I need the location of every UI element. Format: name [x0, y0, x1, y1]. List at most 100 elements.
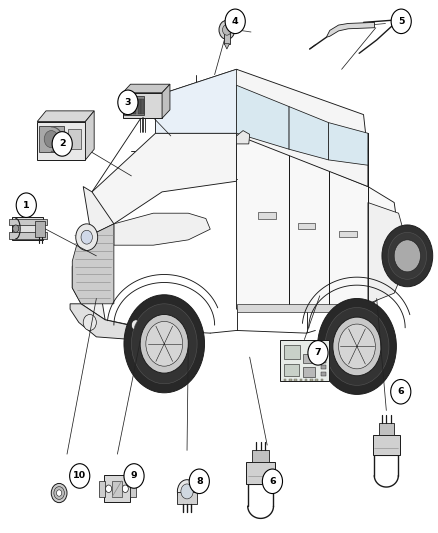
- Polygon shape: [224, 44, 230, 49]
- Bar: [9, 219, 47, 225]
- Circle shape: [124, 295, 205, 393]
- Polygon shape: [289, 107, 328, 160]
- Polygon shape: [155, 69, 237, 133]
- Bar: [252, 450, 269, 463]
- Polygon shape: [237, 131, 250, 144]
- Bar: [305, 379, 307, 381]
- Bar: [303, 354, 314, 363]
- Circle shape: [54, 487, 64, 499]
- Polygon shape: [237, 304, 368, 312]
- Polygon shape: [123, 84, 170, 93]
- Circle shape: [325, 308, 389, 385]
- Circle shape: [391, 9, 411, 34]
- Bar: [321, 372, 326, 376]
- Polygon shape: [114, 213, 210, 245]
- Polygon shape: [328, 123, 368, 165]
- Circle shape: [122, 485, 128, 492]
- Bar: [300, 379, 302, 381]
- Bar: [224, 30, 230, 44]
- Bar: [321, 365, 326, 369]
- Circle shape: [131, 320, 140, 330]
- Circle shape: [189, 469, 209, 494]
- Bar: [321, 346, 326, 350]
- Polygon shape: [280, 340, 328, 381]
- Circle shape: [219, 20, 235, 39]
- Polygon shape: [326, 22, 374, 37]
- Bar: [39, 126, 64, 152]
- Bar: [315, 379, 318, 381]
- Circle shape: [13, 225, 19, 232]
- Bar: [294, 379, 297, 381]
- Text: 1: 1: [23, 201, 30, 209]
- Circle shape: [51, 483, 67, 503]
- Text: 5: 5: [398, 17, 404, 26]
- Circle shape: [394, 240, 420, 272]
- Bar: [284, 364, 299, 376]
- Circle shape: [382, 225, 433, 287]
- Circle shape: [339, 324, 375, 369]
- Circle shape: [44, 131, 58, 148]
- Circle shape: [146, 321, 183, 366]
- Bar: [68, 129, 81, 149]
- Polygon shape: [162, 84, 170, 118]
- Circle shape: [140, 314, 188, 373]
- Circle shape: [333, 317, 381, 376]
- Circle shape: [124, 464, 144, 488]
- Bar: [99, 481, 105, 497]
- Polygon shape: [237, 85, 289, 149]
- Bar: [246, 463, 276, 484]
- Polygon shape: [37, 111, 94, 122]
- Circle shape: [388, 232, 427, 279]
- Circle shape: [181, 484, 193, 499]
- Circle shape: [83, 314, 96, 330]
- Text: 2: 2: [59, 140, 66, 148]
- Polygon shape: [70, 304, 153, 341]
- Bar: [339, 231, 357, 237]
- Text: 4: 4: [232, 17, 239, 26]
- Text: 6: 6: [397, 387, 404, 396]
- Text: 10: 10: [73, 472, 86, 480]
- Circle shape: [131, 93, 135, 99]
- Text: 6: 6: [269, 477, 276, 486]
- Circle shape: [106, 485, 112, 492]
- Bar: [35, 221, 45, 237]
- Circle shape: [391, 379, 411, 404]
- Circle shape: [118, 90, 138, 115]
- Bar: [258, 212, 276, 219]
- Text: 7: 7: [314, 349, 321, 357]
- Circle shape: [16, 193, 36, 217]
- Bar: [298, 223, 315, 229]
- Bar: [129, 99, 132, 114]
- Text: 8: 8: [196, 477, 203, 486]
- Circle shape: [308, 341, 328, 365]
- Circle shape: [225, 9, 245, 34]
- Bar: [289, 379, 292, 381]
- Circle shape: [177, 480, 197, 503]
- Polygon shape: [237, 133, 399, 309]
- Bar: [378, 423, 394, 435]
- Bar: [321, 352, 326, 357]
- Circle shape: [57, 490, 62, 496]
- Bar: [37, 122, 85, 160]
- Circle shape: [52, 132, 72, 156]
- Text: 3: 3: [125, 98, 131, 107]
- Text: 9: 9: [131, 472, 138, 480]
- Bar: [12, 217, 43, 240]
- Bar: [112, 481, 122, 497]
- Polygon shape: [155, 69, 368, 187]
- Circle shape: [318, 298, 396, 394]
- Circle shape: [262, 469, 283, 494]
- Polygon shape: [92, 133, 237, 235]
- Bar: [130, 481, 136, 497]
- Circle shape: [76, 224, 98, 251]
- Bar: [104, 475, 130, 502]
- Bar: [9, 232, 47, 239]
- Bar: [177, 492, 197, 504]
- Circle shape: [70, 464, 90, 488]
- Bar: [124, 96, 144, 115]
- Polygon shape: [85, 111, 94, 160]
- Bar: [141, 99, 144, 114]
- Polygon shape: [368, 203, 403, 304]
- Bar: [373, 435, 400, 455]
- Polygon shape: [72, 224, 114, 304]
